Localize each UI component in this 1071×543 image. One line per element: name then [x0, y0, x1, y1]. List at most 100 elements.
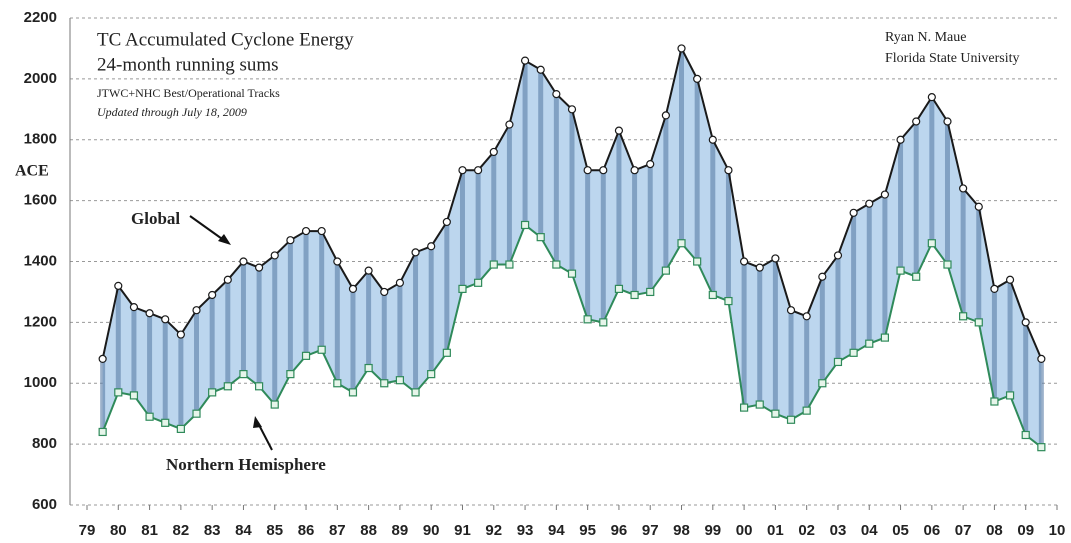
nh-marker: [959, 312, 968, 321]
nh-marker: [583, 315, 592, 324]
x-tick-label: 89: [392, 522, 409, 539]
global-marker: [927, 93, 936, 102]
y-tick-label: 600: [32, 496, 57, 513]
nh-marker: [614, 284, 624, 293]
global-marker: [192, 306, 201, 315]
global-marker: [693, 74, 702, 83]
nh-marker: [661, 266, 670, 275]
nh-marker: [395, 376, 405, 385]
global-marker: [818, 272, 827, 281]
global-marker: [442, 217, 451, 227]
global-marker: [364, 266, 373, 275]
annotation-arrowhead: [218, 234, 231, 245]
global-marker: [583, 166, 592, 175]
global-marker: [395, 278, 405, 287]
series-label: Northern Hemisphere: [166, 455, 326, 474]
nh-marker: [286, 370, 295, 379]
nh-marker: [474, 278, 483, 287]
global-marker: [802, 312, 811, 321]
x-tick-label: 90: [423, 522, 440, 539]
x-tick-label: 94: [548, 522, 565, 539]
x-tick-label: 93: [517, 522, 534, 539]
nh-marker: [974, 318, 983, 327]
global-marker: [912, 117, 921, 126]
nh-marker: [880, 333, 890, 342]
x-tick-label: 10: [1049, 522, 1066, 539]
annotation-arrow: [257, 422, 273, 451]
source-note: JTWC+NHC Best/Operational Tracks: [97, 86, 280, 100]
global-marker: [865, 199, 874, 208]
global-marker: [786, 306, 796, 315]
global-marker: [661, 111, 670, 120]
nh-marker: [442, 348, 451, 357]
global-marker: [567, 105, 577, 114]
chart-title: TC Accumulated Cyclone Energy: [97, 29, 354, 50]
nh-marker: [239, 370, 248, 379]
nh-marker: [599, 318, 608, 327]
x-tick-label: 08: [986, 522, 1003, 539]
global-marker: [505, 120, 514, 129]
nh-marker: [990, 397, 999, 406]
global-marker: [239, 257, 248, 266]
global-marker: [880, 190, 890, 199]
nh-marker: [739, 403, 749, 412]
x-tick-label: 95: [579, 522, 596, 539]
nh-marker: [708, 290, 717, 300]
nh-marker: [849, 348, 858, 357]
x-tick-label: 04: [861, 522, 878, 539]
x-tick-label: 00: [736, 522, 753, 539]
nh-marker: [912, 272, 921, 281]
nh-marker: [865, 339, 874, 348]
chart-subtitle: 24-month running sums: [97, 54, 279, 75]
nh-marker: [552, 260, 561, 269]
y-axis-label: ACE: [15, 163, 49, 180]
nh-marker: [114, 388, 123, 397]
annotation-arrowhead: [253, 416, 262, 428]
x-tick-label: 86: [298, 522, 315, 539]
global-marker: [270, 251, 279, 260]
nh-marker: [364, 363, 373, 373]
global-marker: [614, 126, 624, 135]
x-tick-label: 07: [955, 522, 972, 539]
x-tick-label: 06: [923, 522, 940, 539]
x-tick-label: 01: [767, 522, 784, 539]
global-marker: [348, 284, 358, 293]
nh-marker: [270, 400, 279, 409]
global-marker: [458, 166, 467, 175]
global-marker: [301, 226, 311, 236]
x-tick-label: 05: [892, 522, 909, 539]
global-marker: [974, 202, 983, 211]
y-tick-label: 1600: [24, 192, 57, 209]
nh-marker: [927, 239, 936, 248]
nh-marker: [1021, 430, 1030, 440]
nh-marker: [333, 379, 342, 388]
x-tick-label: 03: [830, 522, 847, 539]
nh-marker: [98, 427, 107, 437]
x-tick-label: 80: [110, 522, 127, 539]
nh-marker: [348, 388, 358, 397]
nh-marker: [208, 388, 217, 397]
nh-marker: [802, 406, 811, 415]
x-tick-label: 81: [141, 522, 158, 539]
global-marker: [161, 315, 170, 324]
nh-marker: [192, 409, 201, 418]
global-marker: [208, 290, 217, 300]
nh-marker: [176, 424, 185, 434]
x-tick-label: 02: [798, 522, 815, 539]
global-marker: [129, 303, 139, 312]
nh-marker: [693, 257, 702, 266]
nh-marker: [129, 391, 139, 400]
nh-marker: [818, 379, 827, 388]
global-marker: [849, 208, 858, 217]
x-tick-label: 98: [673, 522, 690, 539]
global-marker: [833, 251, 843, 260]
nh-marker: [677, 239, 686, 248]
global-marker: [411, 248, 420, 257]
nh-marker: [317, 345, 326, 354]
x-tick-label: 79: [79, 522, 96, 539]
nh-marker: [896, 266, 905, 275]
global-marker: [536, 65, 545, 74]
global-marker: [896, 135, 905, 144]
global-marker: [474, 166, 483, 175]
